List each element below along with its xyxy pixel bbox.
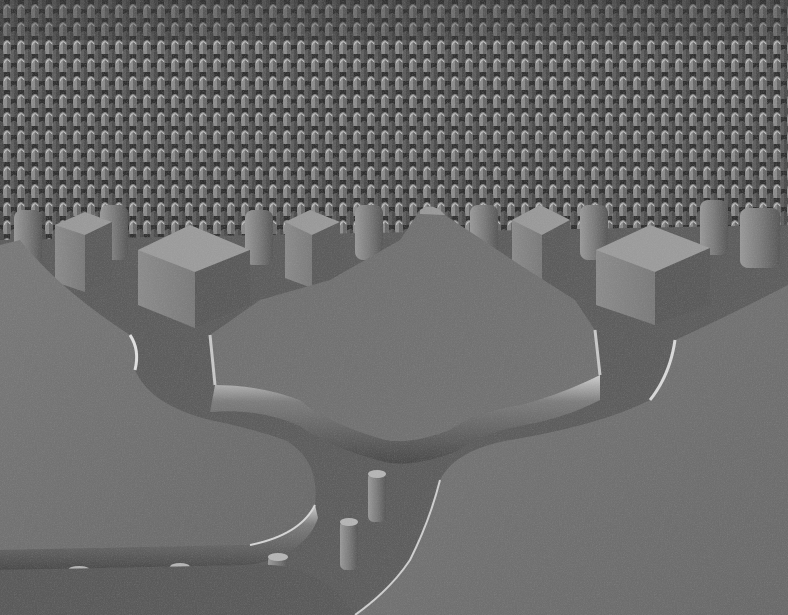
left-plate — [0, 240, 318, 570]
bottom-floor — [0, 564, 355, 615]
cube-block-2 — [138, 225, 250, 328]
pillar-array-field — [0, 0, 788, 255]
central-plate — [208, 206, 602, 464]
cube-block-4 — [512, 205, 570, 290]
cube-block-3 — [285, 210, 340, 288]
cube-block-5 — [596, 225, 710, 325]
cube-block-1 — [55, 212, 112, 292]
right-plate — [354, 285, 788, 615]
